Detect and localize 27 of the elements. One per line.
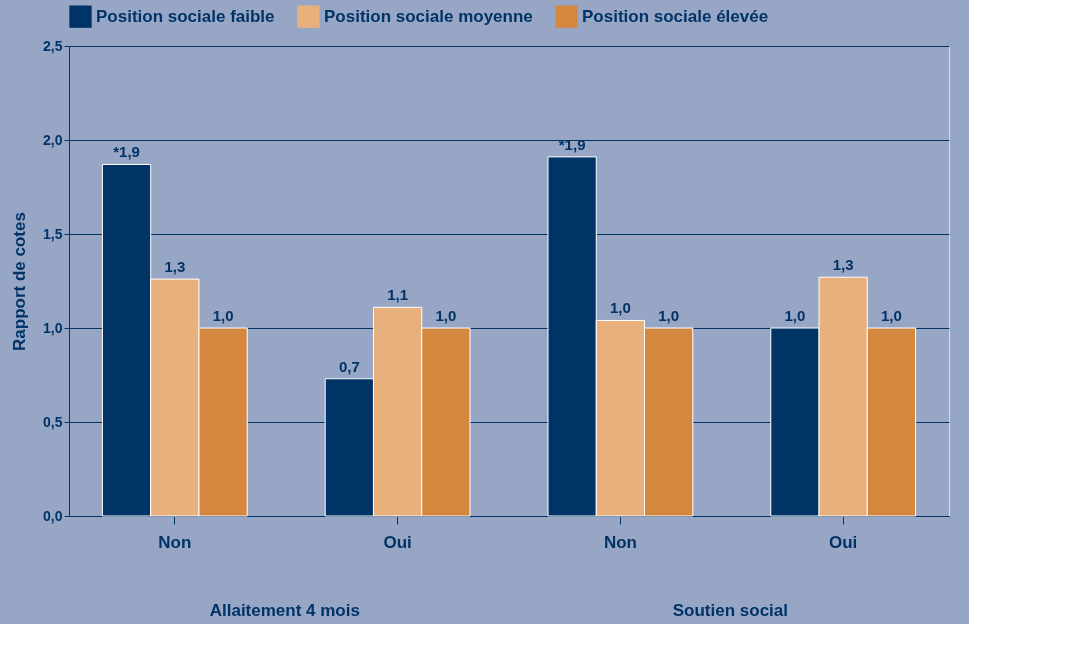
data-label: 1,0 — [212, 307, 234, 324]
y-tick-label: 2,0 — [43, 131, 63, 148]
data-label: 1,0 — [881, 307, 902, 324]
x-tick-label: Non — [158, 532, 192, 552]
data-label: 0,7 — [338, 357, 360, 375]
y-tick-label: 0,5 — [43, 413, 63, 430]
x-tick-label: Non — [603, 532, 637, 552]
x-tick-label: Oui — [383, 532, 412, 552]
y-tick-label: 2,5 — [43, 37, 63, 54]
data-label: 1,0 — [435, 307, 457, 324]
x-tick-label: Oui — [829, 532, 858, 552]
y-axis-title: Rapport de cotes — [10, 212, 30, 351]
data-label: *1,9 — [113, 143, 140, 161]
data-label: 1,1 — [387, 286, 409, 304]
legend-label: Position sociale faible — [96, 6, 275, 26]
y-tick-label: 0,0 — [43, 507, 63, 524]
legend-label: Position sociale élevée — [582, 6, 769, 26]
text: Allaitement 4 mois — [209, 601, 360, 620]
legend-label: Position sociale moyenne — [324, 6, 533, 26]
data-label: 1,0 — [784, 307, 806, 324]
data-label: 1,0 — [658, 307, 680, 324]
y-tick-label: 1,5 — [43, 225, 63, 242]
y-tick-label: 1,0 — [43, 319, 63, 336]
data-label: 1,3 — [164, 258, 186, 276]
data-label: 1,0 — [609, 299, 631, 317]
text: Soutien social — [672, 601, 789, 620]
data-label: 1,3 — [832, 256, 854, 274]
